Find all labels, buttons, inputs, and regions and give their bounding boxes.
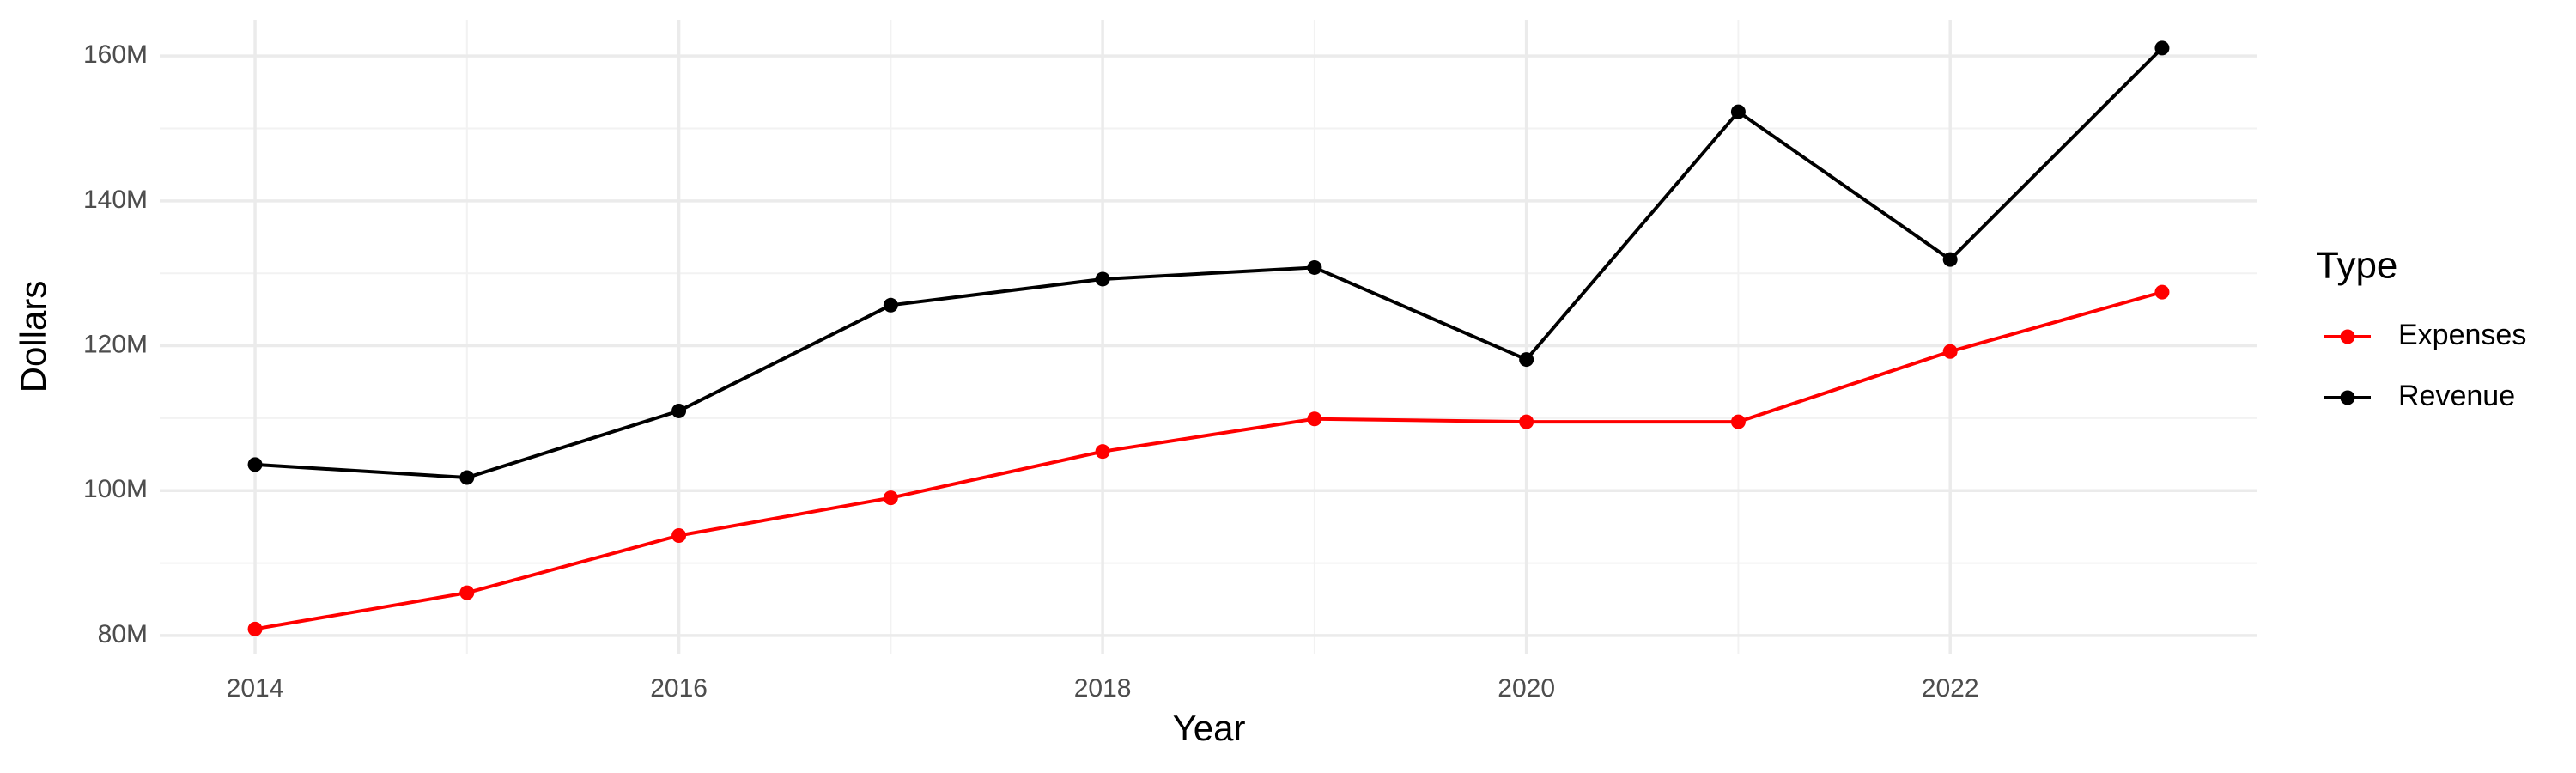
data-point [1307, 411, 1322, 427]
data-point [1730, 104, 1746, 119]
x-tick-label: 2016 [650, 674, 708, 703]
data-point [2154, 284, 2170, 300]
y-tick-label: 80M [98, 620, 148, 648]
data-point [1519, 352, 1534, 368]
y-axis-title: Dollars [13, 281, 53, 393]
data-point [1942, 344, 1958, 359]
data-point [671, 403, 687, 418]
data-point [1730, 414, 1746, 429]
data-point [459, 585, 475, 600]
data-point [459, 470, 475, 485]
legend-title: Type [2316, 245, 2397, 287]
x-tick-label: 2020 [1498, 674, 1555, 703]
plot-area [247, 40, 2170, 636]
legend-key-point [2340, 390, 2355, 405]
y-tick-label: 120M [83, 330, 148, 358]
data-point [883, 490, 898, 506]
y-tick-label: 100M [83, 475, 148, 503]
series-line [254, 46, 2164, 480]
data-point [883, 297, 898, 313]
legend-label: Revenue [2398, 380, 2515, 412]
legend-key-point [2340, 329, 2355, 344]
data-point [2154, 40, 2170, 56]
data-point [247, 621, 263, 636]
data-point [671, 528, 687, 544]
x-axis-title: Year [1173, 708, 1246, 748]
data-point [1942, 252, 1958, 267]
y-tick-label: 160M [83, 40, 148, 69]
x-tick-label: 2014 [227, 674, 284, 703]
data-point [1307, 259, 1322, 275]
x-tick-label: 2018 [1074, 674, 1132, 703]
data-point [1095, 271, 1110, 287]
y-tick-label: 140M [83, 186, 148, 214]
legend-label: Expenses [2398, 319, 2526, 351]
data-point [1519, 414, 1534, 429]
grid [160, 20, 2257, 654]
data-point [247, 457, 263, 472]
x-tick-label: 2022 [1922, 674, 1979, 703]
data-point [1095, 444, 1110, 460]
series-line [254, 290, 2163, 631]
